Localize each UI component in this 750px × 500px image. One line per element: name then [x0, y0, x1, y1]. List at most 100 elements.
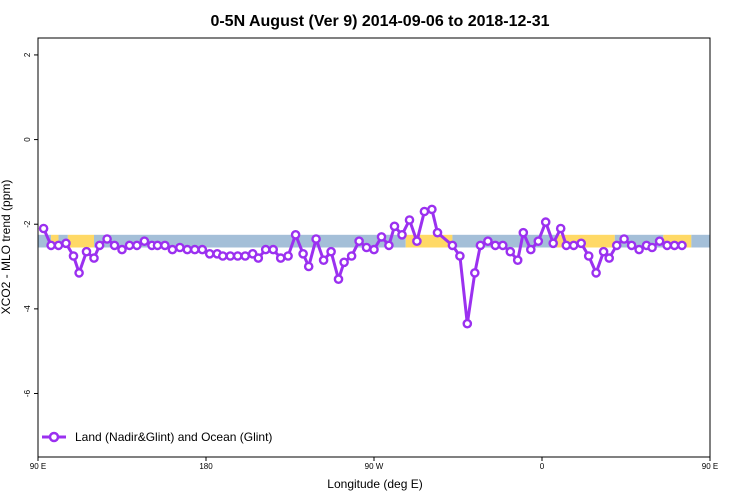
x-tick-label: 90 E — [702, 462, 718, 471]
data-point — [240, 251, 250, 261]
data-point — [626, 240, 637, 251]
data-point — [152, 240, 163, 251]
y-tick-label: 2 — [23, 52, 32, 57]
chart-title: 0-5N August (Ver 9) 2014-09-06 to 2018-1… — [210, 13, 549, 30]
data-point — [591, 268, 601, 278]
data-point — [647, 242, 657, 253]
y-tick-label: -2 — [23, 220, 32, 228]
data-point — [505, 246, 516, 257]
data-point — [669, 240, 680, 251]
data-point — [333, 274, 344, 285]
data-point — [189, 244, 200, 255]
data-point — [404, 215, 415, 225]
y-axis-label: XCO2 - MLO trend (ppm) — [0, 180, 13, 315]
data-point — [268, 244, 279, 255]
data-point — [361, 242, 372, 253]
data-point — [303, 261, 314, 272]
x-axis: 90 E 180 90 W 0 90 E — [30, 457, 718, 471]
data-point — [462, 318, 473, 329]
data-point — [611, 240, 622, 251]
series-line — [42, 207, 682, 326]
data-point — [290, 229, 301, 240]
y-axis: 2 0 -2 -4 -6 — [23, 52, 38, 397]
data-point — [160, 240, 170, 251]
data-point — [117, 244, 127, 255]
data-point — [568, 240, 579, 251]
data-point — [167, 244, 178, 255]
data-point — [376, 232, 387, 242]
data-point — [634, 244, 644, 255]
data-point — [576, 238, 587, 249]
y-tick-label: 0 — [23, 137, 32, 142]
data-point — [548, 238, 559, 249]
data-point — [94, 240, 105, 251]
x-tick-label: 90 W — [365, 462, 384, 471]
x-axis-label: Longitude (deg E) — [327, 477, 422, 491]
data-point — [540, 217, 551, 227]
data-point — [175, 242, 185, 253]
data-point — [555, 223, 566, 234]
data-point — [419, 206, 430, 217]
data-point — [533, 236, 544, 246]
data-point — [354, 236, 364, 246]
band-segment-ocean — [691, 234, 710, 248]
data-point — [619, 234, 629, 244]
data-point — [46, 240, 56, 251]
x-tick-label: 0 — [540, 462, 545, 471]
band-segment-land — [51, 234, 59, 248]
data-point — [124, 240, 135, 251]
data-point — [197, 244, 208, 255]
data-point — [253, 253, 264, 263]
data-point — [318, 255, 329, 266]
data-point — [139, 236, 150, 246]
data-point — [89, 253, 99, 263]
data-point — [604, 253, 615, 263]
data-point — [677, 240, 687, 251]
y-tick-label: -6 — [23, 389, 32, 397]
data-point — [61, 238, 71, 249]
data-point — [283, 251, 293, 261]
x-tick-label: 180 — [199, 462, 213, 471]
band-segment-land — [67, 234, 94, 248]
legend: Land (Nadir&Glint) and Ocean (Glint) — [42, 430, 272, 444]
legend-marker — [48, 431, 60, 443]
data-point — [232, 251, 243, 261]
data-point — [490, 240, 501, 251]
data-point — [412, 236, 422, 246]
data-point — [326, 246, 336, 257]
data-point — [74, 268, 84, 278]
data-point — [369, 244, 379, 255]
data-point — [497, 240, 508, 251]
data-point — [483, 236, 493, 246]
data-point — [53, 240, 64, 251]
data-point — [311, 234, 321, 244]
data-point — [81, 246, 92, 257]
data-point — [598, 246, 609, 257]
data-point — [526, 244, 536, 255]
data-point — [102, 234, 112, 244]
band-segment-ocean — [94, 234, 406, 248]
data-point — [654, 236, 665, 246]
data-point — [432, 227, 443, 238]
data-point — [217, 251, 228, 261]
data-point — [427, 204, 437, 215]
data-point — [182, 244, 193, 255]
data-point — [260, 244, 271, 255]
data-point — [455, 251, 465, 261]
x-tick-label: 90 E — [30, 462, 46, 471]
data-point — [38, 223, 49, 234]
data-point — [384, 240, 394, 251]
data-point — [389, 221, 400, 232]
data-point — [518, 227, 529, 238]
data-point — [275, 253, 286, 263]
data-point — [298, 248, 308, 259]
data-point — [109, 240, 120, 251]
legend-label: Land (Nadir&Glint) and Ocean (Glint) — [75, 430, 272, 444]
data-point — [475, 240, 486, 251]
data-point — [346, 251, 357, 261]
data-point — [68, 251, 79, 261]
data-point — [583, 251, 594, 261]
data-point — [469, 268, 480, 278]
data-point — [512, 255, 523, 266]
